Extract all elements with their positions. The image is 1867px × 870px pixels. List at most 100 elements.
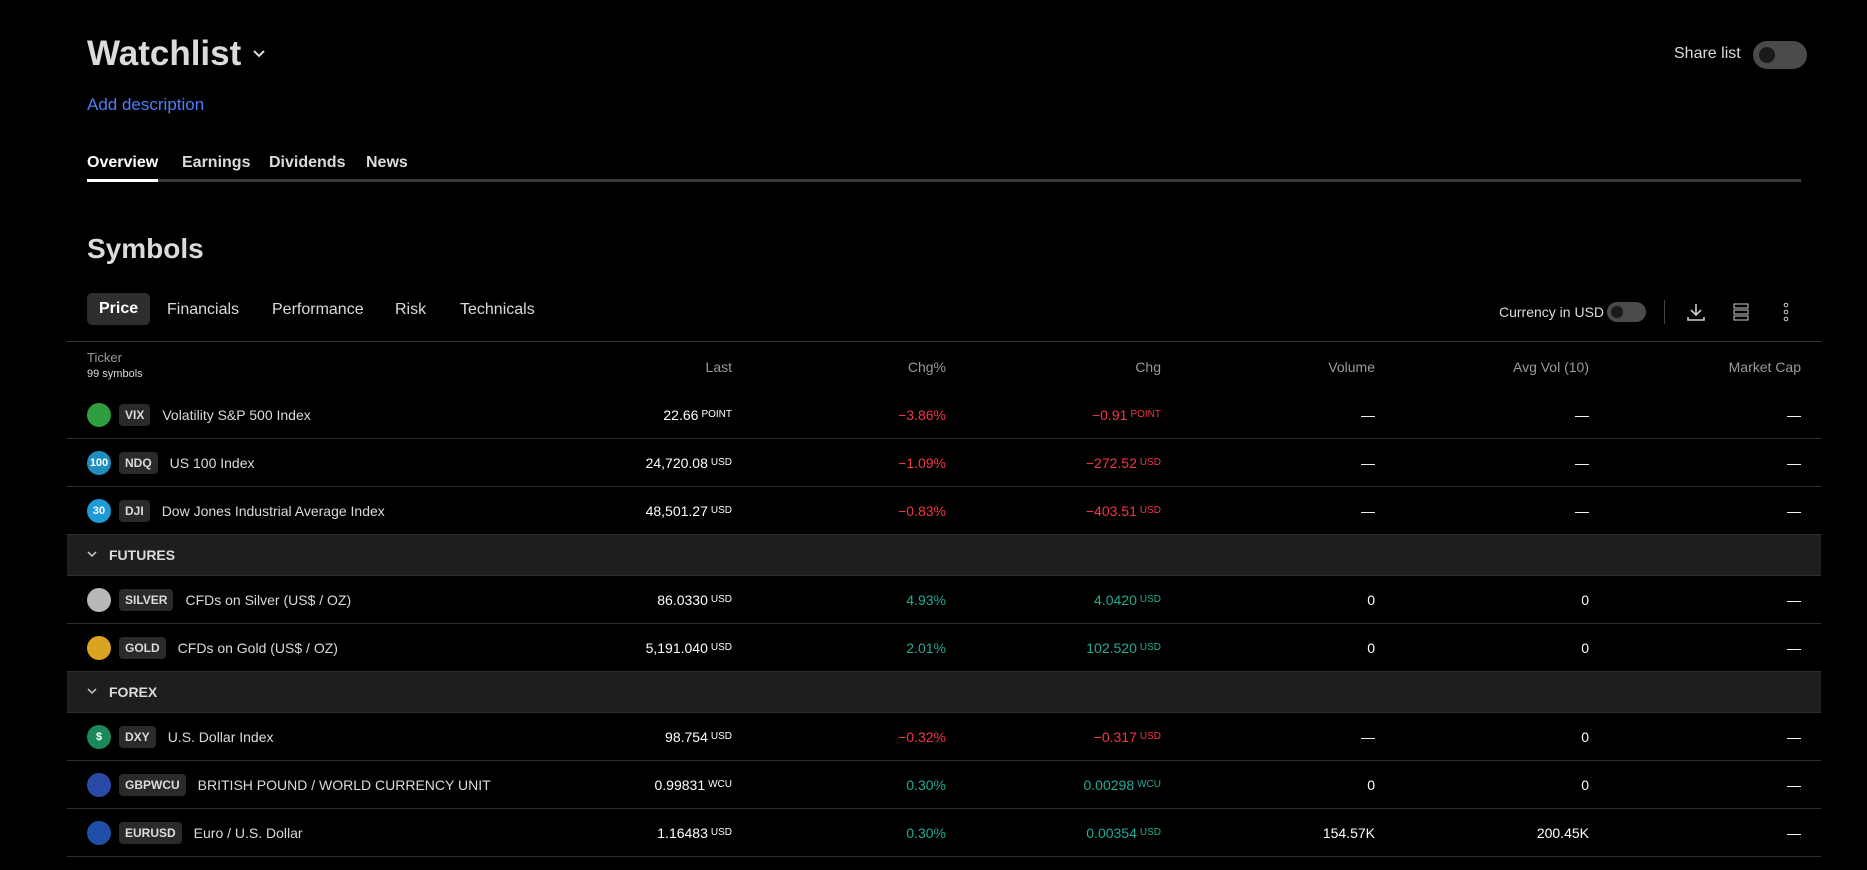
- unit: WCU: [708, 779, 732, 790]
- separator: [1664, 300, 1665, 324]
- title[interactable]: Watchlist: [87, 34, 242, 73]
- last: 48,501.27: [645, 502, 708, 519]
- value-cell: 5,191.040 USD: [646, 624, 732, 671]
- column-header: Chg: [1135, 359, 1161, 375]
- subtab[interactable]: Risk: [395, 301, 427, 318]
- more-icon[interactable]: [1776, 302, 1796, 322]
- last: 86.0330: [657, 591, 708, 608]
- volume: —: [1361, 728, 1375, 745]
- column-header: Market Cap: [1728, 359, 1801, 375]
- value-cell: 200.45K: [1537, 809, 1589, 856]
- last: 22.66: [663, 406, 699, 423]
- ticker-cell: GOLD CFDs on Gold (US$ / OZ): [87, 624, 338, 671]
- avg-vol: 0: [1581, 728, 1589, 745]
- subtab[interactable]: Performance: [272, 301, 364, 318]
- chg: −0.91: [1092, 406, 1128, 423]
- value-cell: 0.30%: [906, 761, 946, 808]
- ticker-header: Ticker: [87, 350, 122, 365]
- ticker-cell: $ DXY U.S. Dollar Index: [87, 713, 274, 760]
- subtab[interactable]: Price: [87, 293, 151, 325]
- value-cell: —: [1361, 439, 1375, 486]
- subtab[interactable]: Technicals: [460, 301, 535, 318]
- ticker-cell: EURUSD Euro / U.S. Dollar: [87, 809, 303, 856]
- value-cell: 2.01%: [906, 624, 946, 671]
- ticker-badge: GBPWCU: [119, 773, 186, 796]
- symbol-name: Volatility S&P 500 Index: [162, 406, 311, 423]
- table-top-border: [67, 341, 1821, 342]
- value-cell: 24,720.08 USD: [646, 439, 732, 486]
- value-cell: −0.83%: [898, 487, 946, 534]
- avg-vol: 0: [1581, 776, 1589, 793]
- symbol-row[interactable]: 100 NDQ US 100 Index 24,720.08 USD −1.09% −272…: [67, 439, 1821, 487]
- volume: 0: [1367, 591, 1375, 608]
- value-cell: 0: [1367, 761, 1375, 808]
- value-cell: −0.317 USD: [1094, 713, 1161, 760]
- tab[interactable]: News: [366, 154, 408, 171]
- ticker-cell: VIX Volatility S&P 500 Index: [87, 391, 311, 438]
- symbol-row[interactable]: VIX Volatility S&P 500 Index 22.66 POINT −3.…: [67, 391, 1821, 439]
- tab[interactable]: Earnings: [182, 154, 251, 171]
- group-row[interactable]: FUTURES: [67, 535, 1821, 576]
- tab-indicator: [87, 179, 158, 182]
- subtab[interactable]: Financials: [167, 301, 240, 318]
- value-cell: −1.09%: [898, 439, 946, 486]
- avg-vol: 0: [1581, 591, 1589, 608]
- section-title: Symbols: [87, 233, 204, 264]
- value-cell: —: [1575, 439, 1589, 486]
- value-cell: —: [1361, 713, 1375, 760]
- ticker-cell: 100 NDQ US 100 Index: [87, 439, 255, 486]
- chg: 4.0420: [1094, 591, 1137, 608]
- symbol-row[interactable]: 30 DJI Dow Jones Industrial Average Index 4…: [67, 487, 1821, 535]
- value-cell: —: [1787, 391, 1801, 438]
- group-cell: FUTURES: [87, 535, 175, 575]
- download-icon[interactable]: [1686, 302, 1706, 322]
- ticker-badge: NDQ: [119, 451, 158, 474]
- add-description[interactable]: Add description: [87, 95, 205, 114]
- chg-pct: 0.30%: [906, 776, 946, 793]
- market-cap: —: [1787, 728, 1801, 745]
- last: 1.16483: [657, 824, 708, 841]
- volume: 0: [1367, 776, 1375, 793]
- currency-label: Currency in USD: [1499, 304, 1605, 320]
- tab[interactable]: Dividends: [269, 154, 346, 171]
- group-row[interactable]: FOREX: [67, 672, 1821, 713]
- column-header: Chg%: [907, 359, 946, 375]
- unit: USD: [1139, 731, 1161, 742]
- symbol-row[interactable]: EURUSD Euro / U.S. Dollar 1.16483 USD 0.30% 0…: [67, 809, 1821, 857]
- value-cell: —: [1787, 809, 1801, 856]
- chg: 0.00298: [1083, 776, 1135, 793]
- unit: USD: [710, 827, 732, 838]
- market-cap: —: [1787, 591, 1801, 608]
- currency-toggle[interactable]: [1607, 302, 1646, 322]
- value-cell: —: [1787, 713, 1801, 760]
- last: 98.754: [665, 728, 708, 745]
- volume: —: [1361, 454, 1375, 471]
- share-label: Share list: [1674, 45, 1741, 62]
- symbol-row[interactable]: GBPWCU BRITISH POUND / WORLD CURRENCY UNI…: [67, 761, 1821, 809]
- ticker-cell: SILVER CFDs on Silver (US$ / OZ): [87, 576, 351, 623]
- ticker-badge: DXY: [119, 725, 156, 748]
- column-header: Avg Vol (10): [1512, 359, 1589, 375]
- value-cell: 0: [1581, 713, 1589, 760]
- chg: −0.317: [1093, 728, 1137, 745]
- column-header: Volume: [1328, 359, 1375, 375]
- value-cell: —: [1787, 439, 1801, 486]
- chevron[interactable]: [252, 49, 266, 59]
- market-cap: —: [1787, 824, 1801, 841]
- symbol-name: CFDs on Silver (US$ / OZ): [185, 591, 352, 608]
- value-cell: —: [1787, 487, 1801, 534]
- market-cap: —: [1787, 454, 1801, 471]
- symbol-row[interactable]: SILVER CFDs on Silver (US$ / OZ) 86.0330 US…: [67, 576, 1821, 624]
- symbol-row[interactable]: GOLD CFDs on Gold (US$ / OZ) 5,191.040 USD 2…: [67, 624, 1821, 672]
- ticker-badge: GOLD: [119, 636, 166, 659]
- column-header: Last: [705, 359, 732, 375]
- tab[interactable]: Overview: [87, 154, 159, 171]
- layout-icon[interactable]: [1731, 302, 1751, 322]
- volume: —: [1361, 502, 1375, 519]
- chg: −272.52: [1085, 454, 1137, 471]
- ticker-cell: 30 DJI Dow Jones Industrial Average Index: [87, 487, 385, 534]
- symbol-icon: [87, 820, 111, 845]
- unit: USD: [710, 457, 732, 468]
- symbol-row[interactable]: $ DXY U.S. Dollar Index 98.754 USD −0.32% −0.3…: [67, 713, 1821, 761]
- share-toggle[interactable]: [1753, 41, 1807, 69]
